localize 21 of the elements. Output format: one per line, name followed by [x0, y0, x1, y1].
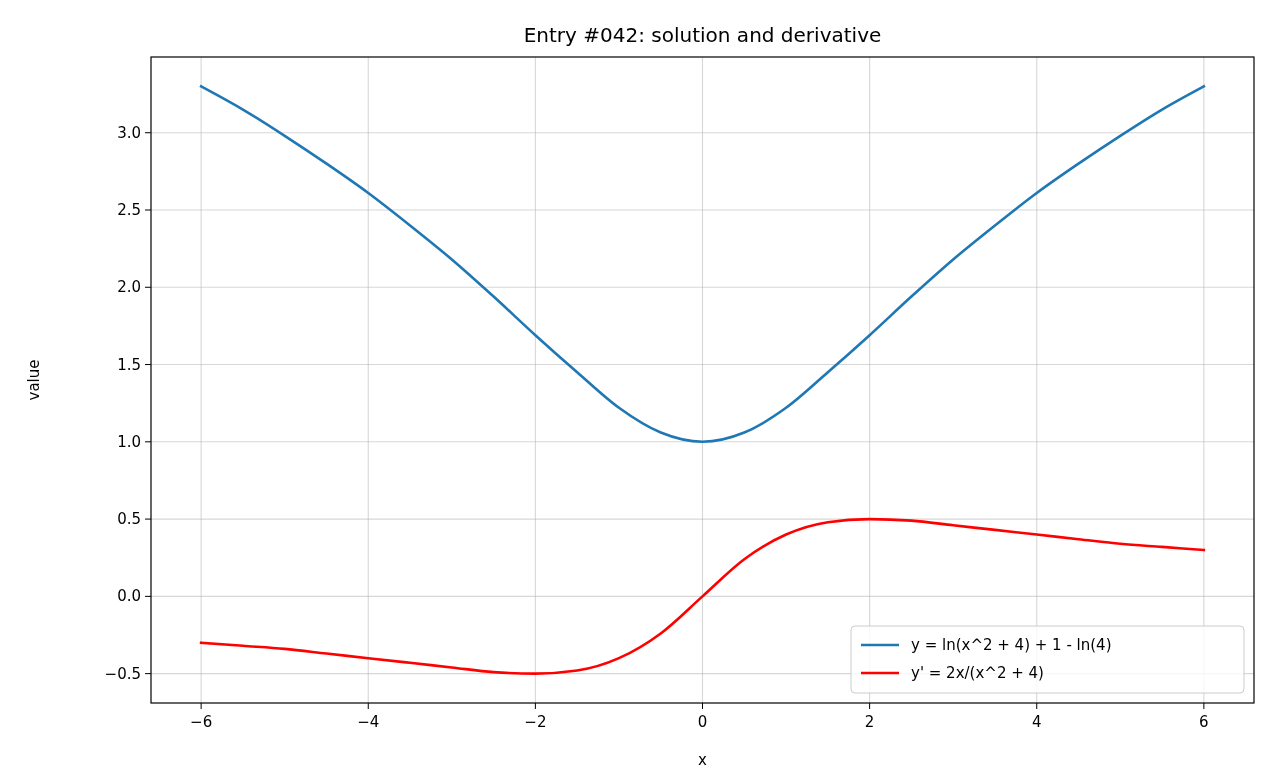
- x-tick-label: −2: [524, 713, 547, 731]
- x-tick-label: −6: [190, 713, 213, 731]
- x-tick-label: 0: [697, 713, 708, 731]
- y-axis-title: value: [25, 359, 43, 401]
- y-tick-label: 2.5: [117, 201, 141, 219]
- y-tick-label: 2.0: [117, 278, 141, 297]
- x-tick-label: 6: [1199, 713, 1209, 731]
- y-tick-label: 3.0: [117, 123, 141, 142]
- legend-label: y' = 2x/(x^2 + 4): [911, 664, 1044, 682]
- y-tick-label: 1.5: [117, 355, 141, 374]
- chart-title: Entry #042: solution and derivative: [523, 23, 882, 47]
- y-tick-label: 0.5: [117, 510, 141, 529]
- y-tick-label: −0.5: [104, 664, 141, 683]
- line-series: [199, 85, 1206, 444]
- legend-label: y = ln(x^2 + 4) + 1 - ln(4): [911, 636, 1112, 654]
- y-tick-label: 0.0: [117, 587, 141, 606]
- x-axis-title: x: [698, 751, 708, 769]
- y-tick-label: 1.0: [117, 432, 141, 451]
- x-tick-label: 2: [864, 713, 875, 731]
- x-tick-label: −4: [357, 713, 380, 731]
- x-tick-label: 4: [1031, 713, 1042, 731]
